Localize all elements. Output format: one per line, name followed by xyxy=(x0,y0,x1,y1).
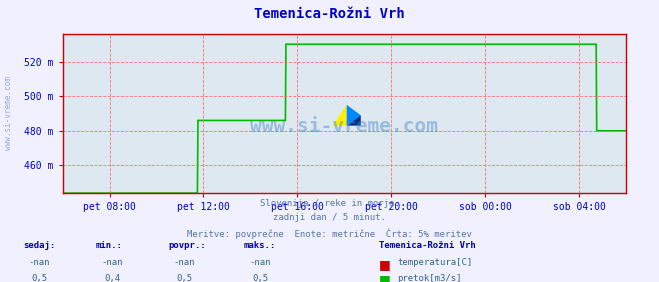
Text: ■: ■ xyxy=(379,258,391,271)
Text: sedaj:: sedaj: xyxy=(23,241,55,250)
Text: -nan: -nan xyxy=(29,258,50,267)
Text: maks.:: maks.: xyxy=(244,241,276,250)
Text: 0,5: 0,5 xyxy=(252,274,268,282)
Polygon shape xyxy=(347,105,360,125)
Text: pretok[m3/s]: pretok[m3/s] xyxy=(397,274,462,282)
Text: Slovenija / reke in morje.: Slovenija / reke in morje. xyxy=(260,199,399,208)
Text: min.:: min.: xyxy=(96,241,123,250)
Text: temperatura[C]: temperatura[C] xyxy=(397,258,473,267)
Text: 0,4: 0,4 xyxy=(104,274,120,282)
Text: povpr.:: povpr.: xyxy=(168,241,206,250)
Text: -nan: -nan xyxy=(174,258,195,267)
Polygon shape xyxy=(347,115,360,125)
Text: zadnji dan / 5 minut.: zadnji dan / 5 minut. xyxy=(273,213,386,222)
Text: www.si-vreme.com: www.si-vreme.com xyxy=(250,117,438,136)
Text: 0,5: 0,5 xyxy=(177,274,192,282)
Text: Meritve: povprečne  Enote: metrične  Črta: 5% meritev: Meritve: povprečne Enote: metrične Črta:… xyxy=(187,228,472,239)
Polygon shape xyxy=(333,105,347,125)
Text: www.si-vreme.com: www.si-vreme.com xyxy=(4,76,13,150)
Text: Temenica-Rožni Vrh: Temenica-Rožni Vrh xyxy=(379,241,476,250)
Text: -nan: -nan xyxy=(101,258,123,267)
Text: Temenica-Rožni Vrh: Temenica-Rožni Vrh xyxy=(254,7,405,21)
Text: 0,5: 0,5 xyxy=(32,274,47,282)
Text: -nan: -nan xyxy=(250,258,271,267)
Text: ■: ■ xyxy=(379,274,391,282)
